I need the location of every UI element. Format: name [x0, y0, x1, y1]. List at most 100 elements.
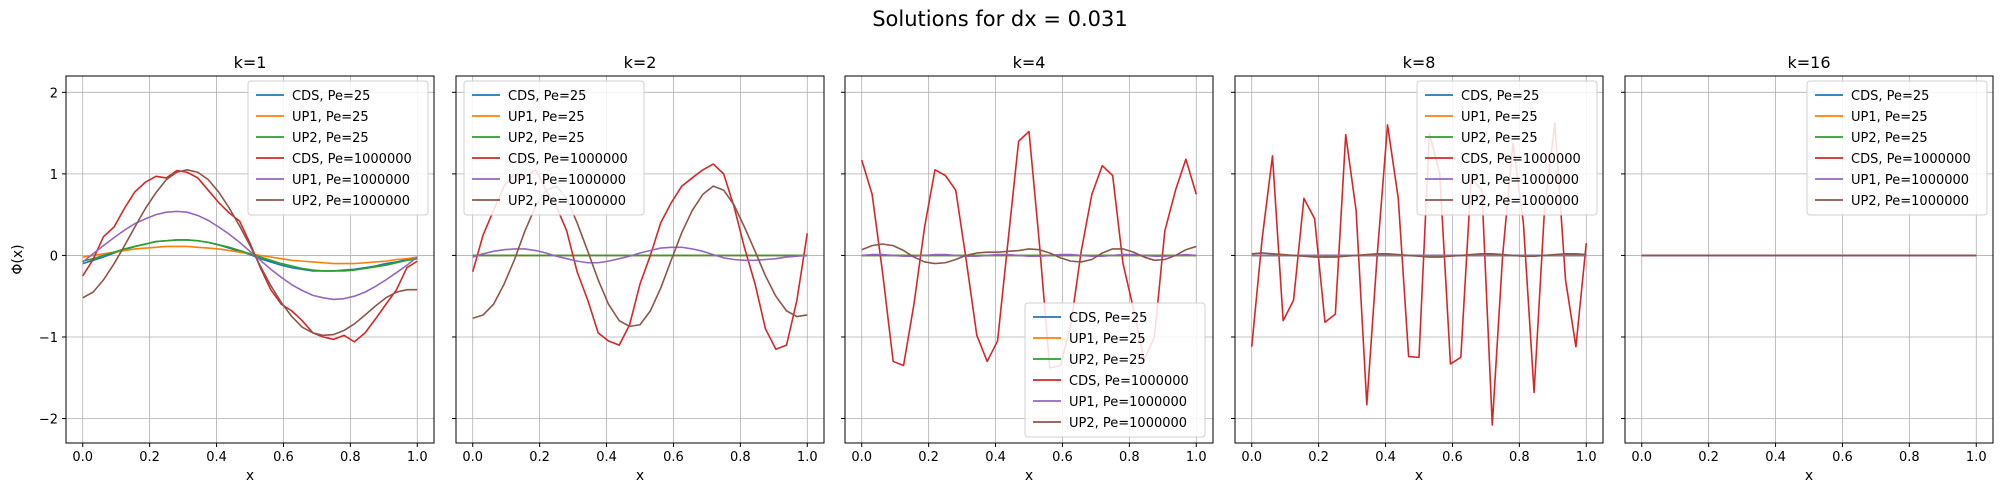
subplot-title: k=2 — [624, 53, 657, 72]
legend-label: UP2, Pe=1000000 — [1069, 416, 1187, 431]
x-tick-label: 1.0 — [407, 450, 428, 465]
legend-label: UP2, Pe=1000000 — [1461, 194, 1579, 209]
subplot-1: 0.0 0.2 0.4 0.6 0.8 1.0 −2 −1 0 1 2 k=1 x Φ(x) CDS, Pe… — [10, 53, 435, 484]
legend-label: UP1, Pe=1000000 — [1069, 395, 1187, 410]
legend-label: UP1, Pe=25 — [1069, 332, 1146, 347]
subplot-title: k=16 — [1787, 53, 1830, 72]
subplot-3: 0.0 0.2 0.4 0.6 0.8 1.0 k=4 x CDS, Pe=25 UP1, Pe=… — [841, 53, 1214, 484]
subplot-title: k=1 — [234, 53, 267, 72]
series-line — [82, 169, 418, 343]
legend: CDS, Pe=25 UP1, Pe=25 UP2, Pe=25 CDS, Pe=10… — [463, 80, 645, 216]
series-line — [861, 243, 1197, 265]
y-tick-label: −1 — [39, 331, 58, 346]
legend-label: CDS, Pe=25 — [1851, 89, 1929, 104]
legend-label: CDS, Pe=25 — [1461, 89, 1539, 104]
legend-label: CDS, Pe=1000000 — [1851, 152, 1971, 167]
axes-frame — [65, 75, 435, 444]
axes-frame — [1624, 75, 1994, 444]
x-tick-label: 0.2 — [1698, 450, 1719, 465]
subplot-5: 0.0 0.2 0.4 0.6 0.8 1.0 k=16 x CDS, Pe=25 UP1, Pe… — [1621, 53, 1994, 484]
x-tick-label: 0.4 — [1375, 450, 1396, 465]
legend-box — [1806, 80, 1988, 216]
x-tick-label: 0.8 — [730, 450, 751, 465]
y-tick-label: 0 — [50, 249, 58, 264]
x-tick-label: 0.6 — [1052, 450, 1073, 465]
legend-label: CDS, Pe=25 — [292, 89, 370, 104]
legend-box — [247, 80, 429, 216]
subplot-title: k=8 — [1403, 53, 1436, 72]
legend-label: UP1, Pe=25 — [292, 110, 369, 125]
legend-label: UP1, Pe=1000000 — [1461, 173, 1579, 188]
subplot-2: 0.0 0.2 0.4 0.6 0.8 1.0 k=2 x CDS, Pe=25 UP1, Pe=… — [452, 53, 825, 484]
legend-label: UP2, Pe=25 — [508, 131, 585, 146]
x-tick-label: 0.0 — [72, 450, 93, 465]
subplot-4: 0.0 0.2 0.4 0.6 0.8 1.0 k=8 x CDS, Pe=25 UP1, Pe=… — [1231, 53, 1604, 484]
series-line — [472, 246, 808, 264]
legend-label: UP2, Pe=25 — [1069, 353, 1146, 368]
legend-box — [463, 80, 645, 216]
legend-label: CDS, Pe=1000000 — [1461, 152, 1581, 167]
legend-label: CDS, Pe=1000000 — [508, 152, 628, 167]
legend-label: UP2, Pe=25 — [292, 131, 369, 146]
x-tick-label: 0.8 — [1119, 450, 1140, 465]
x-axis-label: x — [636, 468, 644, 484]
legend-label: CDS, Pe=25 — [508, 89, 586, 104]
legend-label: UP1, Pe=1000000 — [292, 173, 410, 188]
x-axis-label: x — [1025, 468, 1033, 484]
x-tick-label: 0.0 — [1631, 450, 1652, 465]
x-tick-label: 1.0 — [1186, 450, 1207, 465]
figure-suptitle: Solutions for dx = 0.031 — [872, 7, 1128, 31]
legend-box — [1416, 80, 1598, 216]
legend: CDS, Pe=25 UP1, Pe=25 UP2, Pe=25 CDS, Pe=10… — [1416, 80, 1598, 216]
x-axis-label: x — [246, 468, 254, 484]
x-tick-label: 0.2 — [1308, 450, 1329, 465]
x-tick-label: 0.2 — [918, 450, 939, 465]
x-tick-label: 0.4 — [596, 450, 617, 465]
x-tick-label: 1.0 — [1966, 450, 1987, 465]
x-tick-label: 0.0 — [1241, 450, 1262, 465]
y-tick-label: −2 — [39, 413, 58, 428]
x-tick-label: 0.0 — [851, 450, 872, 465]
series-line — [1251, 252, 1587, 258]
x-tick-label: 0.4 — [206, 450, 227, 465]
x-tick-label: 0.4 — [1765, 450, 1786, 465]
legend-label: CDS, Pe=1000000 — [292, 152, 412, 167]
series-line — [1250, 122, 1588, 426]
legend-label: UP2, Pe=25 — [1851, 131, 1928, 146]
subplot-title: k=4 — [1013, 53, 1046, 72]
axes-frame — [455, 75, 825, 444]
subplot-grid: 0.0 0.2 0.4 0.6 0.8 1.0 −2 −1 0 1 2 k=1 x Φ(x) CDS, Pe… — [10, 53, 1994, 484]
x-tick-label: 0.8 — [340, 450, 361, 465]
x-tick-label: 0.6 — [1832, 450, 1853, 465]
series-line — [82, 239, 418, 272]
series-line — [82, 168, 418, 337]
legend: CDS, Pe=25 UP1, Pe=25 UP2, Pe=25 CDS, Pe=10… — [1806, 80, 1988, 216]
x-tick-label: 1.0 — [1576, 450, 1597, 465]
legend: CDS, Pe=25 UP1, Pe=25 UP2, Pe=25 CDS, Pe=10… — [247, 80, 429, 216]
x-tick-label: 0.8 — [1899, 450, 1920, 465]
x-tick-label: 0.6 — [1442, 450, 1463, 465]
x-tick-label: 0.6 — [273, 450, 294, 465]
x-tick-label: 0.0 — [462, 450, 483, 465]
legend-label: UP1, Pe=1000000 — [508, 173, 626, 188]
y-tick-label: 2 — [50, 86, 58, 101]
y-axis-label: Φ(x) — [10, 244, 26, 274]
x-tick-label: 0.2 — [139, 450, 160, 465]
legend: CDS, Pe=25 UP1, Pe=25 UP2, Pe=25 CDS, Pe=10… — [1024, 302, 1206, 438]
legend-label: UP2, Pe=1000000 — [1851, 194, 1969, 209]
legend-label: CDS, Pe=1000000 — [1069, 374, 1189, 389]
legend-label: CDS, Pe=25 — [1069, 311, 1147, 326]
legend-label: UP1, Pe=1000000 — [1851, 173, 1969, 188]
legend-label: UP2, Pe=25 — [1461, 131, 1538, 146]
x-tick-label: 0.8 — [1509, 450, 1530, 465]
x-axis-label: x — [1805, 468, 1813, 484]
x-tick-label: 0.4 — [985, 450, 1006, 465]
x-tick-label: 1.0 — [797, 450, 818, 465]
legend-label: UP1, Pe=25 — [1461, 110, 1538, 125]
x-tick-label: 0.2 — [529, 450, 550, 465]
y-tick-label: 1 — [50, 168, 58, 183]
legend-label: UP1, Pe=25 — [1851, 110, 1928, 125]
legend-label: UP2, Pe=1000000 — [508, 194, 626, 209]
series-line — [472, 185, 808, 328]
